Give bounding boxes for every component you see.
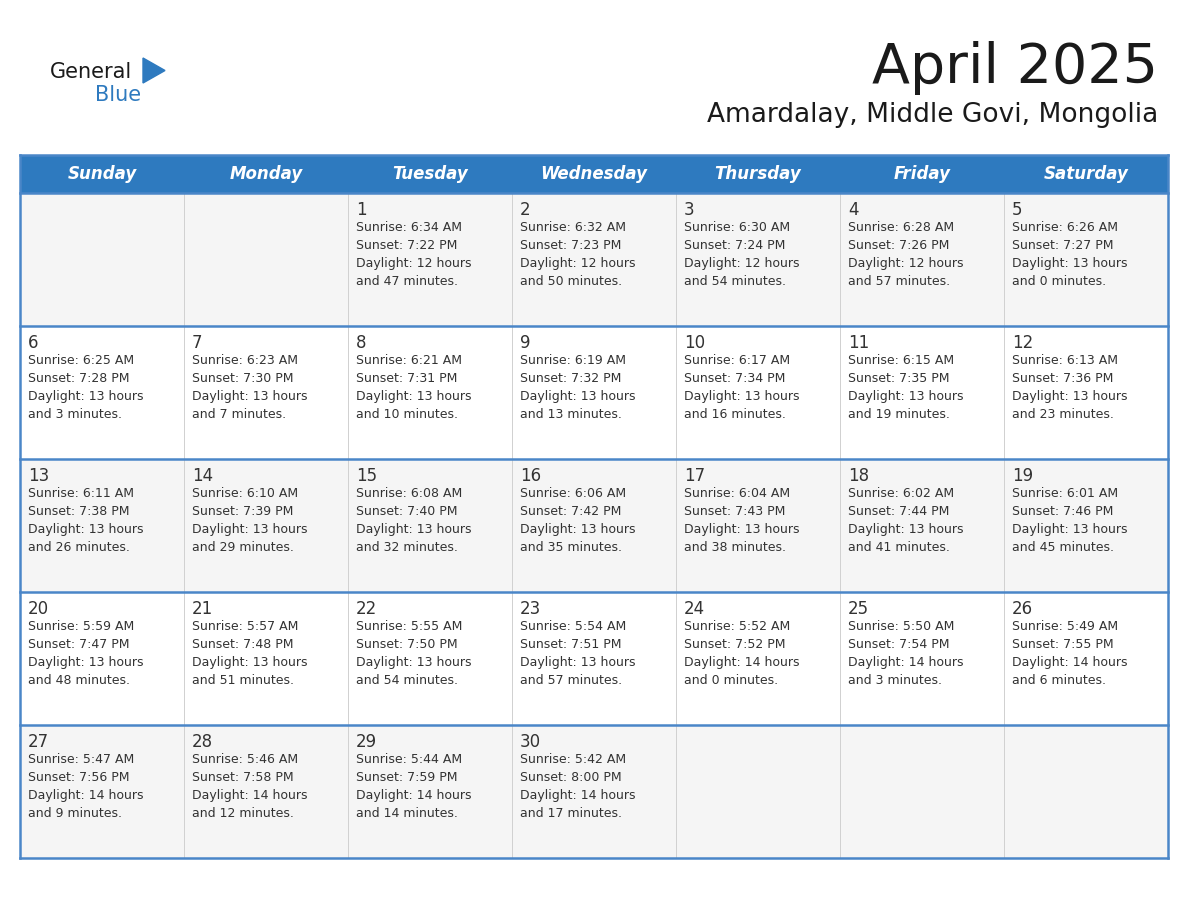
- Text: Sunrise: 5:46 AM
Sunset: 7:58 PM
Daylight: 14 hours
and 12 minutes.: Sunrise: 5:46 AM Sunset: 7:58 PM Dayligh…: [192, 753, 308, 820]
- Text: Sunrise: 6:04 AM
Sunset: 7:43 PM
Daylight: 13 hours
and 38 minutes.: Sunrise: 6:04 AM Sunset: 7:43 PM Dayligh…: [684, 487, 800, 554]
- Text: Saturday: Saturday: [1043, 165, 1129, 183]
- Text: 15: 15: [356, 467, 377, 485]
- Text: 18: 18: [848, 467, 870, 485]
- Text: Sunrise: 5:54 AM
Sunset: 7:51 PM
Daylight: 13 hours
and 57 minutes.: Sunrise: 5:54 AM Sunset: 7:51 PM Dayligh…: [520, 620, 636, 687]
- Text: Sunrise: 5:50 AM
Sunset: 7:54 PM
Daylight: 14 hours
and 3 minutes.: Sunrise: 5:50 AM Sunset: 7:54 PM Dayligh…: [848, 620, 963, 687]
- Text: 6: 6: [29, 334, 38, 352]
- Text: 11: 11: [848, 334, 870, 352]
- Text: 22: 22: [356, 600, 378, 618]
- Text: Blue: Blue: [95, 85, 141, 105]
- Text: Sunrise: 6:11 AM
Sunset: 7:38 PM
Daylight: 13 hours
and 26 minutes.: Sunrise: 6:11 AM Sunset: 7:38 PM Dayligh…: [29, 487, 144, 554]
- Text: Sunrise: 6:30 AM
Sunset: 7:24 PM
Daylight: 12 hours
and 54 minutes.: Sunrise: 6:30 AM Sunset: 7:24 PM Dayligh…: [684, 221, 800, 288]
- Text: Sunrise: 6:13 AM
Sunset: 7:36 PM
Daylight: 13 hours
and 23 minutes.: Sunrise: 6:13 AM Sunset: 7:36 PM Dayligh…: [1012, 354, 1127, 421]
- Text: Sunrise: 5:47 AM
Sunset: 7:56 PM
Daylight: 14 hours
and 9 minutes.: Sunrise: 5:47 AM Sunset: 7:56 PM Dayligh…: [29, 753, 144, 820]
- Text: 3: 3: [684, 201, 695, 219]
- Text: 30: 30: [520, 733, 541, 751]
- Text: 9: 9: [520, 334, 531, 352]
- Text: 10: 10: [684, 334, 706, 352]
- Text: Sunrise: 6:06 AM
Sunset: 7:42 PM
Daylight: 13 hours
and 35 minutes.: Sunrise: 6:06 AM Sunset: 7:42 PM Dayligh…: [520, 487, 636, 554]
- Text: 28: 28: [192, 733, 213, 751]
- Text: Sunrise: 5:44 AM
Sunset: 7:59 PM
Daylight: 14 hours
and 14 minutes.: Sunrise: 5:44 AM Sunset: 7:59 PM Dayligh…: [356, 753, 472, 820]
- Text: Sunrise: 5:42 AM
Sunset: 8:00 PM
Daylight: 14 hours
and 17 minutes.: Sunrise: 5:42 AM Sunset: 8:00 PM Dayligh…: [520, 753, 636, 820]
- Text: Sunrise: 6:19 AM
Sunset: 7:32 PM
Daylight: 13 hours
and 13 minutes.: Sunrise: 6:19 AM Sunset: 7:32 PM Dayligh…: [520, 354, 636, 421]
- Text: 21: 21: [192, 600, 214, 618]
- Text: Monday: Monday: [229, 165, 303, 183]
- Text: 19: 19: [1012, 467, 1034, 485]
- Text: Wednesday: Wednesday: [541, 165, 647, 183]
- Text: Sunrise: 6:01 AM
Sunset: 7:46 PM
Daylight: 13 hours
and 45 minutes.: Sunrise: 6:01 AM Sunset: 7:46 PM Dayligh…: [1012, 487, 1127, 554]
- Text: Sunrise: 6:34 AM
Sunset: 7:22 PM
Daylight: 12 hours
and 47 minutes.: Sunrise: 6:34 AM Sunset: 7:22 PM Dayligh…: [356, 221, 472, 288]
- Text: 20: 20: [29, 600, 49, 618]
- Text: 5: 5: [1012, 201, 1023, 219]
- Text: April 2025: April 2025: [872, 41, 1158, 95]
- Bar: [20, 459, 1168, 592]
- Text: 25: 25: [848, 600, 870, 618]
- Bar: [20, 592, 1168, 725]
- Bar: [20, 725, 1168, 858]
- Text: Sunrise: 6:26 AM
Sunset: 7:27 PM
Daylight: 13 hours
and 0 minutes.: Sunrise: 6:26 AM Sunset: 7:27 PM Dayligh…: [1012, 221, 1127, 288]
- Text: 23: 23: [520, 600, 542, 618]
- Polygon shape: [143, 58, 165, 83]
- Text: Sunrise: 6:32 AM
Sunset: 7:23 PM
Daylight: 12 hours
and 50 minutes.: Sunrise: 6:32 AM Sunset: 7:23 PM Dayligh…: [520, 221, 636, 288]
- Text: 2: 2: [520, 201, 531, 219]
- Text: Sunrise: 6:15 AM
Sunset: 7:35 PM
Daylight: 13 hours
and 19 minutes.: Sunrise: 6:15 AM Sunset: 7:35 PM Dayligh…: [848, 354, 963, 421]
- Text: Sunrise: 6:23 AM
Sunset: 7:30 PM
Daylight: 13 hours
and 7 minutes.: Sunrise: 6:23 AM Sunset: 7:30 PM Dayligh…: [192, 354, 308, 421]
- Text: Friday: Friday: [893, 165, 950, 183]
- Text: 14: 14: [192, 467, 213, 485]
- Text: Sunrise: 5:55 AM
Sunset: 7:50 PM
Daylight: 13 hours
and 54 minutes.: Sunrise: 5:55 AM Sunset: 7:50 PM Dayligh…: [356, 620, 472, 687]
- Text: Sunrise: 6:08 AM
Sunset: 7:40 PM
Daylight: 13 hours
and 32 minutes.: Sunrise: 6:08 AM Sunset: 7:40 PM Dayligh…: [356, 487, 472, 554]
- Text: 17: 17: [684, 467, 706, 485]
- Text: 26: 26: [1012, 600, 1034, 618]
- Text: Amardalay, Middle Govi, Mongolia: Amardalay, Middle Govi, Mongolia: [707, 102, 1158, 128]
- Text: Sunrise: 6:25 AM
Sunset: 7:28 PM
Daylight: 13 hours
and 3 minutes.: Sunrise: 6:25 AM Sunset: 7:28 PM Dayligh…: [29, 354, 144, 421]
- Text: 16: 16: [520, 467, 541, 485]
- Text: 4: 4: [848, 201, 859, 219]
- Text: Sunrise: 5:52 AM
Sunset: 7:52 PM
Daylight: 14 hours
and 0 minutes.: Sunrise: 5:52 AM Sunset: 7:52 PM Dayligh…: [684, 620, 800, 687]
- Text: Sunrise: 6:17 AM
Sunset: 7:34 PM
Daylight: 13 hours
and 16 minutes.: Sunrise: 6:17 AM Sunset: 7:34 PM Dayligh…: [684, 354, 800, 421]
- Text: 24: 24: [684, 600, 706, 618]
- Text: Sunrise: 6:21 AM
Sunset: 7:31 PM
Daylight: 13 hours
and 10 minutes.: Sunrise: 6:21 AM Sunset: 7:31 PM Dayligh…: [356, 354, 472, 421]
- Text: General: General: [50, 62, 132, 82]
- Bar: [20, 326, 1168, 459]
- Text: 12: 12: [1012, 334, 1034, 352]
- Bar: [20, 155, 1168, 193]
- Text: 27: 27: [29, 733, 49, 751]
- Text: Sunrise: 5:49 AM
Sunset: 7:55 PM
Daylight: 14 hours
and 6 minutes.: Sunrise: 5:49 AM Sunset: 7:55 PM Dayligh…: [1012, 620, 1127, 687]
- Text: Sunrise: 6:10 AM
Sunset: 7:39 PM
Daylight: 13 hours
and 29 minutes.: Sunrise: 6:10 AM Sunset: 7:39 PM Dayligh…: [192, 487, 308, 554]
- Text: 7: 7: [192, 334, 202, 352]
- Text: 29: 29: [356, 733, 377, 751]
- Text: 8: 8: [356, 334, 367, 352]
- Text: Tuesday: Tuesday: [392, 165, 468, 183]
- Text: 1: 1: [356, 201, 367, 219]
- Text: Sunrise: 6:28 AM
Sunset: 7:26 PM
Daylight: 12 hours
and 57 minutes.: Sunrise: 6:28 AM Sunset: 7:26 PM Dayligh…: [848, 221, 963, 288]
- Text: Sunday: Sunday: [68, 165, 137, 183]
- Text: Sunrise: 5:57 AM
Sunset: 7:48 PM
Daylight: 13 hours
and 51 minutes.: Sunrise: 5:57 AM Sunset: 7:48 PM Dayligh…: [192, 620, 308, 687]
- Text: Thursday: Thursday: [715, 165, 802, 183]
- Bar: [20, 193, 1168, 326]
- Text: Sunrise: 5:59 AM
Sunset: 7:47 PM
Daylight: 13 hours
and 48 minutes.: Sunrise: 5:59 AM Sunset: 7:47 PM Dayligh…: [29, 620, 144, 687]
- Text: 13: 13: [29, 467, 49, 485]
- Text: Sunrise: 6:02 AM
Sunset: 7:44 PM
Daylight: 13 hours
and 41 minutes.: Sunrise: 6:02 AM Sunset: 7:44 PM Dayligh…: [848, 487, 963, 554]
